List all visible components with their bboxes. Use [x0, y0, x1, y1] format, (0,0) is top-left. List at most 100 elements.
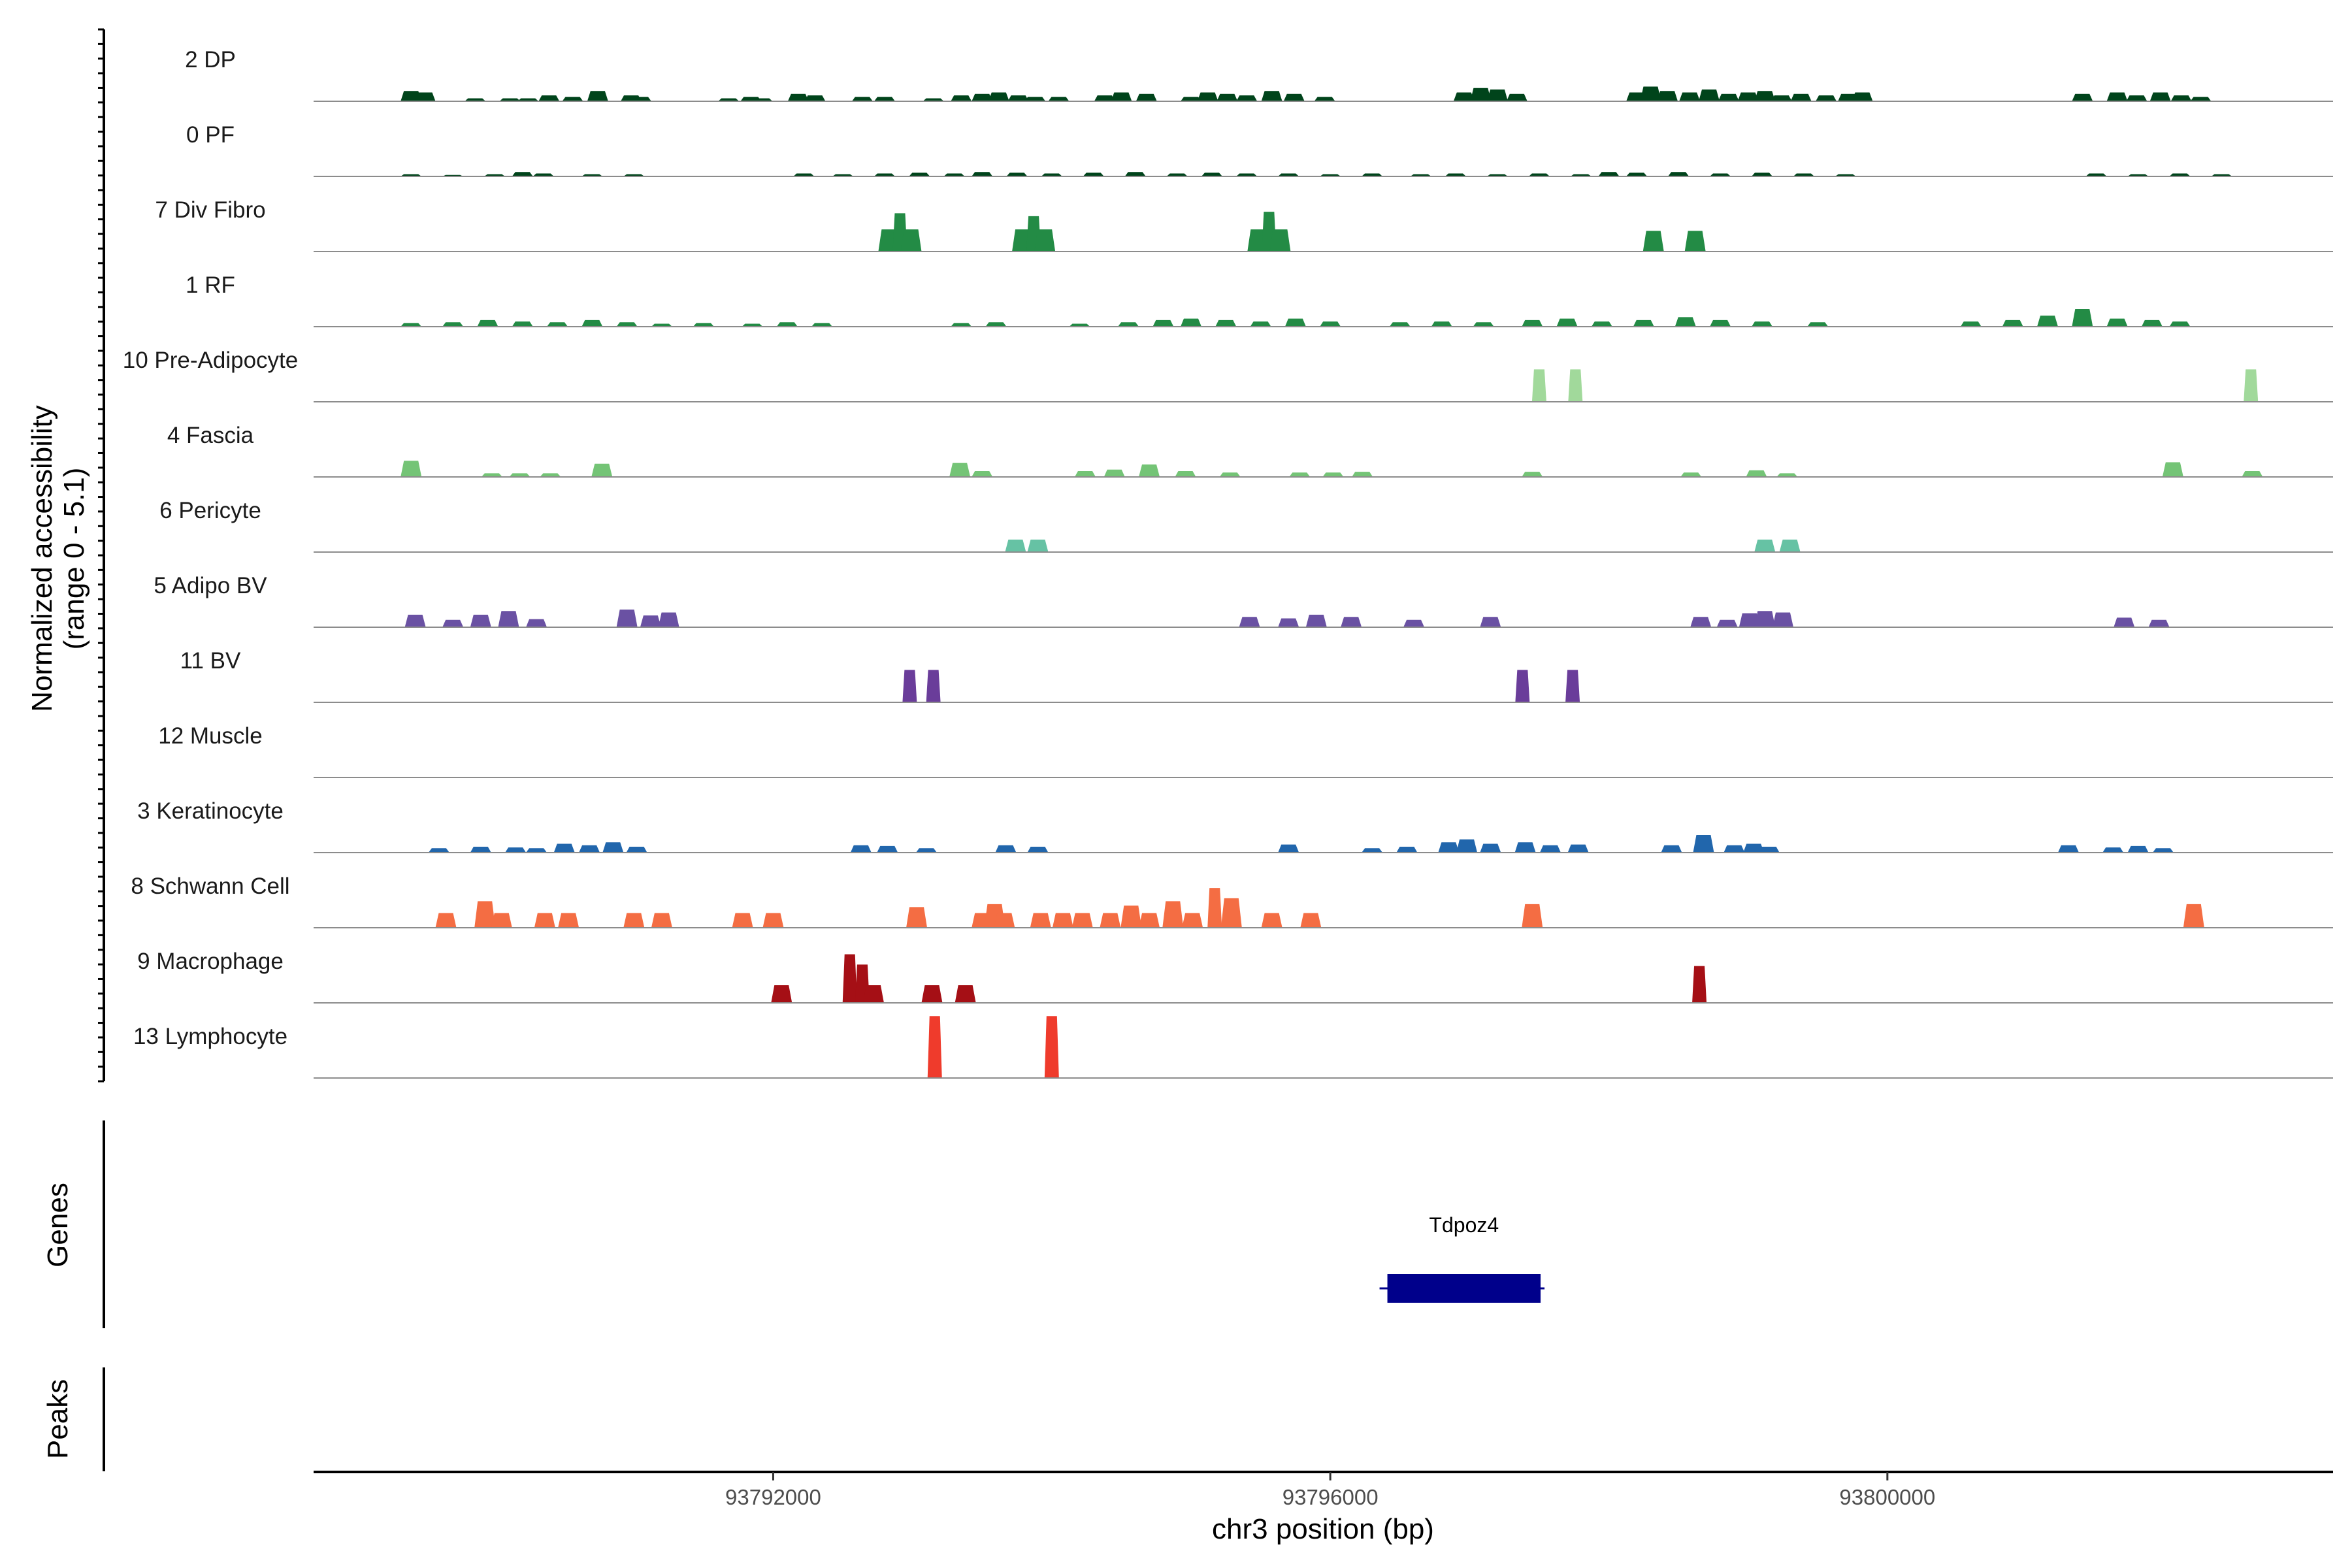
- coverage-peak: [1567, 844, 1589, 853]
- coverage-peak: [1217, 93, 1238, 101]
- coverage-peak: [435, 913, 457, 928]
- coverage-peak: [1661, 845, 1682, 853]
- coverage-peak: [404, 614, 426, 627]
- peaks-panel-title: Peaks: [42, 1379, 74, 1459]
- coverage-peak: [1048, 97, 1070, 101]
- coverage-peak: [1261, 91, 1282, 101]
- peaks-panel: Peaks: [42, 1367, 105, 1471]
- coverage-peak: [1514, 842, 1536, 853]
- coverage-peak: [1565, 670, 1580, 702]
- coverage-peak: [1640, 86, 1661, 101]
- coverage-peak: [1690, 617, 1712, 627]
- coverage-peak: [1030, 913, 1051, 928]
- x-axis: 93792000 93796000 93800000: [314, 1471, 2333, 1509]
- coverage-peak: [1069, 323, 1090, 327]
- coverage-peak: [1556, 318, 1578, 327]
- coverage-peak: [2057, 845, 2079, 853]
- y-axis-ruler: [98, 28, 105, 1083]
- track-label: 6 Pericyte: [159, 498, 261, 523]
- coverage-peak: [1027, 539, 1049, 552]
- coverage-peak: [1166, 173, 1188, 176]
- coverage-peak: [762, 913, 784, 928]
- coverage-peak: [2002, 319, 2023, 327]
- coverage-peak: [972, 93, 993, 101]
- coverage-peak: [2183, 904, 2204, 928]
- track-label: 7 Div Fibro: [155, 197, 265, 223]
- coverage-peak: [1044, 1016, 1059, 1078]
- track: 5 Adipo BV: [154, 573, 2333, 628]
- coverage-peak: [1772, 612, 1793, 627]
- coverage-peak: [1515, 670, 1530, 702]
- coverage-peak: [1236, 173, 1258, 176]
- coverage-peak: [1362, 848, 1383, 853]
- coverage-peak: [1743, 843, 1765, 853]
- coverage-peak: [1250, 321, 1271, 327]
- coverage-peak: [2190, 97, 2212, 101]
- coverage-peak: [1751, 321, 1772, 327]
- coverage-peak: [732, 913, 753, 928]
- coverage-peak: [1522, 472, 1543, 477]
- coverage-peak: [1737, 92, 1759, 101]
- coverage-peak: [1180, 97, 1201, 101]
- coverage-peak: [470, 614, 491, 627]
- coverage-peak: [1680, 472, 1702, 477]
- coverage-peak: [1215, 319, 1237, 327]
- coverage-peak: [517, 98, 539, 101]
- coverage-peak: [1486, 89, 1508, 101]
- coverage-peak: [1522, 904, 1543, 928]
- coverage-peak: [793, 173, 815, 176]
- coverage-peak: [1201, 172, 1222, 176]
- track-label: 9 Macrophage: [137, 949, 284, 974]
- coverage-peak: [915, 848, 937, 853]
- x-axis-tick-label: 93792000: [725, 1485, 821, 1509]
- coverage-peak: [1352, 472, 1373, 477]
- coverage-peak: [547, 322, 568, 327]
- coverage-peak: [2036, 316, 2058, 327]
- coverage-peak: [1746, 470, 1767, 477]
- coverage-peak: [877, 845, 898, 853]
- coverage-peak: [1100, 913, 1121, 928]
- coverage-peak: [553, 843, 575, 853]
- coverage-peak: [902, 670, 917, 702]
- coverage-peak: [474, 901, 496, 928]
- coverage-peak: [1180, 318, 1201, 327]
- coverage-peak: [1698, 89, 1720, 101]
- coverage-peak: [1278, 173, 1299, 176]
- coverage-peak: [1816, 95, 1837, 101]
- coverage-peak: [850, 845, 872, 853]
- coverage-peak: [587, 91, 608, 101]
- coverage-peak: [1219, 472, 1241, 477]
- coverage-peak: [874, 173, 896, 176]
- coverage-peak: [1007, 95, 1029, 101]
- track: 13 Lymphocyte: [133, 1016, 2333, 1079]
- coverage-peak: [900, 229, 922, 252]
- coverage-peak: [2170, 95, 2192, 101]
- coverage-peak: [470, 846, 491, 853]
- coverage-peak: [2149, 92, 2171, 101]
- coverage-peak: [862, 985, 884, 1003]
- coverage-peak: [1470, 88, 1492, 101]
- coverage-peak: [1162, 901, 1184, 928]
- genes-panel-title: Genes: [42, 1183, 74, 1267]
- coverage-peak: [926, 670, 941, 702]
- coverage-peak: [927, 1016, 942, 1078]
- coverage-peak: [2169, 173, 2191, 176]
- coverage-peak: [1480, 843, 1501, 853]
- coverage-peak: [1473, 322, 1494, 327]
- track: 7 Div Fibro: [155, 197, 2333, 252]
- track: 8 Schwann Cell: [131, 874, 2333, 928]
- coverage-peak: [558, 913, 580, 928]
- coverage-peak: [1041, 173, 1062, 176]
- coverage-peak: [1776, 473, 1798, 477]
- coverage-peak: [512, 172, 533, 176]
- coverage-peak: [994, 913, 1015, 928]
- track-label: 0 PF: [186, 122, 235, 148]
- coverage-peak: [2102, 847, 2124, 853]
- coverage-peak: [751, 98, 773, 101]
- coverage-peak: [693, 323, 714, 327]
- coverage-peak: [1642, 231, 1664, 252]
- coverage-peak: [499, 98, 521, 101]
- coverage-peak: [540, 473, 561, 477]
- coverage-peak: [1135, 93, 1157, 101]
